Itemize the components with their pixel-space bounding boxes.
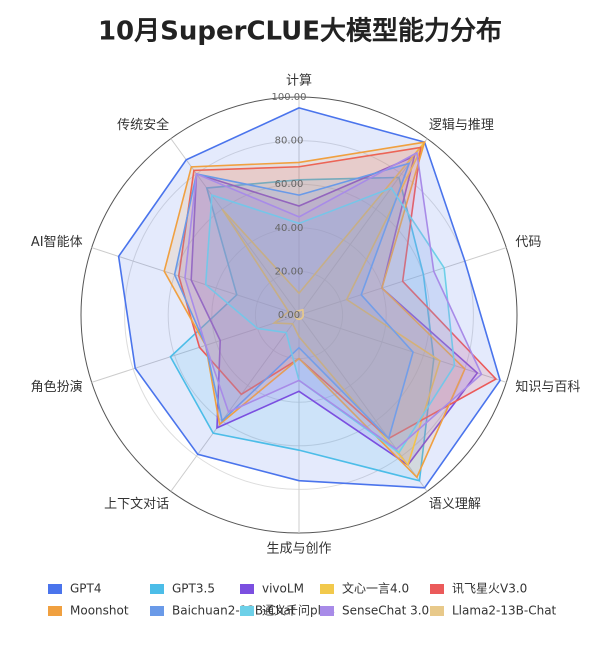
legend-label[interactable]: GPT3.5	[172, 582, 215, 596]
legend-swatch[interactable]	[240, 584, 254, 594]
axis-label: 计算	[286, 74, 312, 89]
series-area	[169, 176, 435, 482]
axis-label: 传统安全	[117, 117, 169, 133]
legend-label[interactable]: 讯飞星火V3.0	[452, 582, 527, 596]
legend-label[interactable]: Moonshot	[70, 604, 129, 618]
legend-swatch[interactable]	[430, 606, 444, 616]
legend-swatch[interactable]	[150, 606, 164, 616]
series-area	[173, 162, 414, 440]
axis-label: 生成与创作	[266, 542, 331, 557]
legend-swatch[interactable]	[48, 606, 62, 616]
legend-swatch[interactable]	[430, 584, 444, 594]
spoke	[91, 247, 300, 316]
legend-label[interactable]: Baichuan2-13B-Chat	[172, 604, 296, 618]
radial-tick-label: 80.00	[275, 136, 304, 147]
legend-swatch[interactable]	[240, 606, 254, 616]
series-area	[221, 141, 441, 467]
axis-label: 知识与百科	[515, 379, 580, 395]
legend-label[interactable]: vivoLM	[262, 582, 304, 596]
axis-label: 角色扮演	[31, 379, 83, 395]
radial-tick-label: 40.00	[275, 223, 304, 234]
legend-label[interactable]: 通义千问plus	[262, 604, 335, 618]
radial-tick-label: 0.00	[278, 310, 300, 321]
spoke	[298, 138, 428, 316]
legend-swatch[interactable]	[150, 584, 164, 594]
spoke	[170, 138, 300, 316]
legend-swatch[interactable]	[320, 584, 334, 594]
legend-label[interactable]: Llama2-13B-Chat	[452, 604, 557, 618]
legend-swatch[interactable]	[320, 606, 334, 616]
series-area	[294, 308, 304, 321]
spoke	[170, 314, 300, 492]
axis-label: 上下文对话	[104, 497, 169, 512]
spoke	[298, 314, 507, 383]
series-area	[184, 151, 483, 451]
chart-title: 10月SuperCLUE大模型能力分布	[98, 16, 502, 47]
legend-label[interactable]: GPT4	[70, 582, 102, 596]
series-area	[163, 141, 466, 479]
legend-label[interactable]: SenseChat 3.0	[342, 604, 429, 618]
axis-label: 语义理解	[429, 497, 481, 512]
radial-tick-label: 20.00	[275, 266, 304, 277]
axis-label: AI智能体	[31, 235, 83, 250]
axis-label: 逻辑与推理	[429, 118, 494, 133]
legend-label[interactable]: 文心一言4.0	[342, 581, 409, 596]
axis-label: 代码	[515, 235, 541, 250]
radial-tick-label: 100.00	[272, 92, 307, 103]
spoke	[91, 314, 300, 383]
legend-swatch[interactable]	[48, 584, 62, 594]
radial-tick-label: 60.00	[275, 179, 304, 190]
